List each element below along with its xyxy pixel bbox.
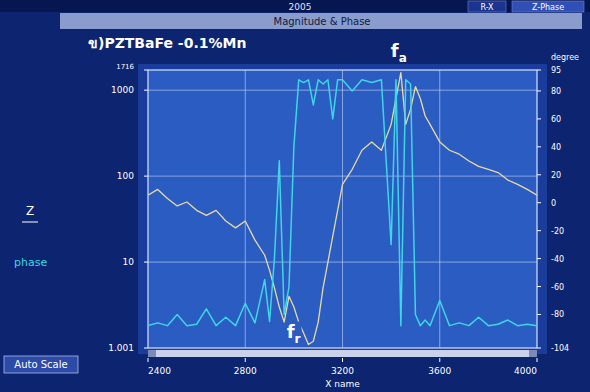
annotation-text: f xyxy=(287,321,295,342)
annotation-subscript: a xyxy=(399,51,407,65)
grid-line xyxy=(342,70,343,348)
scroll-arrow[interactable] xyxy=(148,350,156,357)
grid-line xyxy=(439,70,440,348)
annotation: fa xyxy=(391,40,407,65)
y2-tick-label: -80 xyxy=(551,310,564,319)
grid-line xyxy=(537,70,538,348)
tab-label[interactable]: Z-Phase xyxy=(532,3,564,12)
header: 2005 xyxy=(289,2,312,12)
legend-label: phase xyxy=(14,256,47,269)
sample-label: ข)PZTBaFe -0.1%Mn xyxy=(88,35,246,51)
y2-tick-label: -40 xyxy=(551,255,564,264)
plot-panel xyxy=(138,64,547,354)
tick-mark xyxy=(537,202,541,203)
y2-tick-label: 40 xyxy=(551,143,561,152)
y2-axis-title: degree xyxy=(551,53,579,62)
tab[interactable] xyxy=(512,1,584,12)
series-line xyxy=(148,73,537,345)
x-tick-label: 3200 xyxy=(331,366,354,376)
tick-mark xyxy=(537,174,541,175)
tick-mark xyxy=(537,258,541,259)
y2-tick-label: -60 xyxy=(551,283,564,292)
series-line xyxy=(148,80,537,326)
button[interactable] xyxy=(4,356,78,373)
grid-line xyxy=(148,70,537,71)
tick-mark xyxy=(245,358,246,362)
tick-mark xyxy=(537,70,541,71)
tick-mark xyxy=(148,358,149,362)
series-group xyxy=(148,73,537,345)
legend-rule xyxy=(22,222,38,223)
tick-mark xyxy=(537,286,541,287)
y2-tick-label: 60 xyxy=(551,115,561,124)
grid-line xyxy=(148,90,537,91)
tick-mark xyxy=(144,348,148,349)
tick-mark xyxy=(144,70,148,71)
y2-tick-label: 95 xyxy=(551,66,561,75)
legend-label: Z xyxy=(26,204,34,218)
tick-mark xyxy=(144,262,148,263)
tick-mark xyxy=(537,230,541,231)
y-tick-label: 10 xyxy=(123,257,135,267)
tick-mark xyxy=(537,348,541,349)
tick-mark xyxy=(537,146,541,147)
grid-line xyxy=(148,176,537,177)
annotation-subscript: r xyxy=(295,332,301,346)
chart-title: Magnitude & Phase xyxy=(274,16,371,27)
tick-mark xyxy=(537,314,541,315)
tab-label[interactable]: R-X xyxy=(480,3,494,12)
y-tick-label: 100 xyxy=(117,171,134,181)
tick-mark xyxy=(537,358,538,362)
y-tick-label: 1716 xyxy=(116,63,134,71)
plot-area xyxy=(148,70,537,348)
y2-tick-label: -104 xyxy=(551,344,569,353)
annotation-text: f xyxy=(391,40,399,61)
title-bar xyxy=(60,13,582,29)
grid-line xyxy=(148,348,537,349)
scroll-arrow[interactable] xyxy=(529,350,537,357)
tick-mark xyxy=(342,358,343,362)
top-bar xyxy=(0,0,590,12)
grid-line xyxy=(245,70,246,348)
button-label[interactable]: Auto Scale xyxy=(14,359,67,370)
background xyxy=(0,0,590,392)
scrollbar xyxy=(148,350,537,357)
tick-mark xyxy=(537,90,541,91)
tick-mark xyxy=(537,118,541,119)
tick-mark xyxy=(439,358,440,362)
y2-tick-label: 0 xyxy=(551,199,556,208)
label-patch xyxy=(286,321,302,346)
x-tick-label: 3600 xyxy=(428,366,451,376)
grid-line xyxy=(148,262,537,263)
y-tick-label: 1.001 xyxy=(108,343,134,353)
x-tick-label: 4000 xyxy=(514,366,537,376)
x-axis-title: X name xyxy=(325,379,360,389)
screen: 2005 R-X Z-Phase Magnitude & Phase 2400 2800 3… xyxy=(0,0,590,392)
annotation: fr xyxy=(287,321,301,346)
x-tick-label: 2400 xyxy=(148,366,171,376)
y2-tick-label: 80 xyxy=(551,87,561,96)
y-tick-label: 1000 xyxy=(111,85,134,95)
x-tick-label: 2800 xyxy=(234,366,257,376)
y2-tick-label: -20 xyxy=(551,227,564,236)
y2-tick-label: 20 xyxy=(551,171,561,180)
tick-mark xyxy=(144,90,148,91)
tick-mark xyxy=(144,176,148,177)
grid-line xyxy=(148,70,149,348)
tab[interactable] xyxy=(468,1,506,12)
